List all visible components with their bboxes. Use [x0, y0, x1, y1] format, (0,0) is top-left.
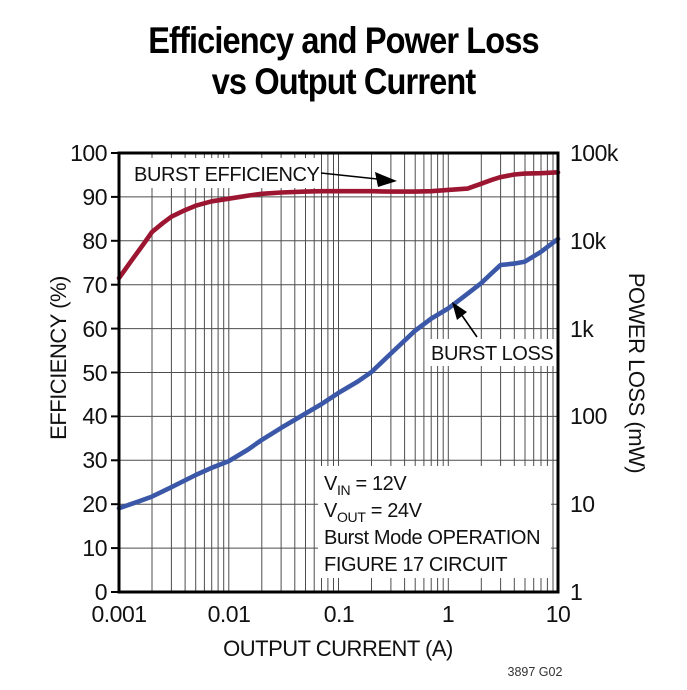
chart-title-line1: Efficiency and Power Loss — [148, 20, 539, 61]
x-tick-label: 10 — [545, 601, 571, 627]
subscript: IN — [336, 482, 351, 498]
loss-arrow-head — [452, 302, 467, 320]
y-left-tick-label: 30 — [82, 447, 107, 473]
y-left-tick-label: 100 — [70, 140, 107, 166]
y-left-tick-label: 70 — [82, 272, 107, 298]
burst-efficiency-label-bg — [129, 158, 321, 188]
x-tick-label: 0.01 — [207, 601, 251, 627]
chart-title-line2: vs Output Current — [211, 61, 476, 102]
y-right-tick-label: 100k — [570, 140, 618, 166]
y-left-tick-label: 0 — [94, 579, 108, 605]
y-right-tick-label: 10k — [570, 228, 606, 254]
condition-line-figure: FIGURE 17 CIRCUIT — [324, 554, 508, 576]
axes-frame-and-ticks — [111, 151, 560, 594]
loss-arrow-line — [460, 313, 478, 338]
conditions-note: VIN = 12V VOUT = 24V Burst Mode OPERATIO… — [324, 471, 541, 579]
efficiency-curve — [116, 170, 561, 281]
y-right-tick-label: 100 — [570, 403, 607, 429]
y-right-tick-label: 1k — [570, 316, 594, 342]
y-left-tick-label: 50 — [82, 360, 107, 386]
y-right-tick-label: 1 — [570, 579, 583, 605]
y-left-tick-label: 20 — [82, 491, 107, 517]
x-axis-title: OUTPUT CURRENT (A) — [223, 636, 453, 661]
x-tick-label: 1 — [441, 601, 455, 627]
efficiency-arrow-line — [320, 172, 383, 181]
y-left-tick-label: 60 — [82, 316, 107, 342]
y-right-tick-label: 10 — [570, 491, 595, 517]
condition-line-vin: VIN = 12V — [324, 473, 407, 498]
annotation-arrows — [320, 172, 478, 338]
data-curves — [116, 170, 561, 511]
figure-code: 3897 G02 — [507, 665, 563, 679]
chart-title: Efficiency and Power Loss vs Output Curr… — [41, 20, 646, 102]
y-left-tick-label: 90 — [82, 184, 107, 210]
efficiency-curve-label: BURST EFFICIENCY — [134, 164, 320, 186]
efficiency-arrow-head — [375, 172, 397, 187]
y-right-axis-title: POWER LOSS (mW) — [624, 272, 649, 474]
y-left-tick-label: 40 — [82, 403, 107, 429]
burst-loss-label-bg — [426, 339, 562, 366]
loss-curve-label: BURST LOSS — [431, 343, 554, 365]
y-left-axis-title: EFFICIENCY (%) — [46, 276, 71, 440]
condition-line-mode: Burst Mode OPERATION — [324, 527, 541, 549]
loss-curve — [116, 236, 561, 511]
x-tick-label: 0.001 — [91, 601, 147, 627]
subscript: OUT — [336, 509, 366, 525]
y-left-tick-label: 80 — [82, 228, 107, 254]
x-tick-label: 0.1 — [323, 601, 355, 627]
condition-line-vout: VOUT = 24V — [324, 500, 422, 525]
plot-frame — [117, 151, 560, 594]
label-backgrounds — [129, 158, 562, 578]
y-left-tick-label: 10 — [82, 535, 107, 561]
conditions-box-bg — [318, 466, 551, 578]
